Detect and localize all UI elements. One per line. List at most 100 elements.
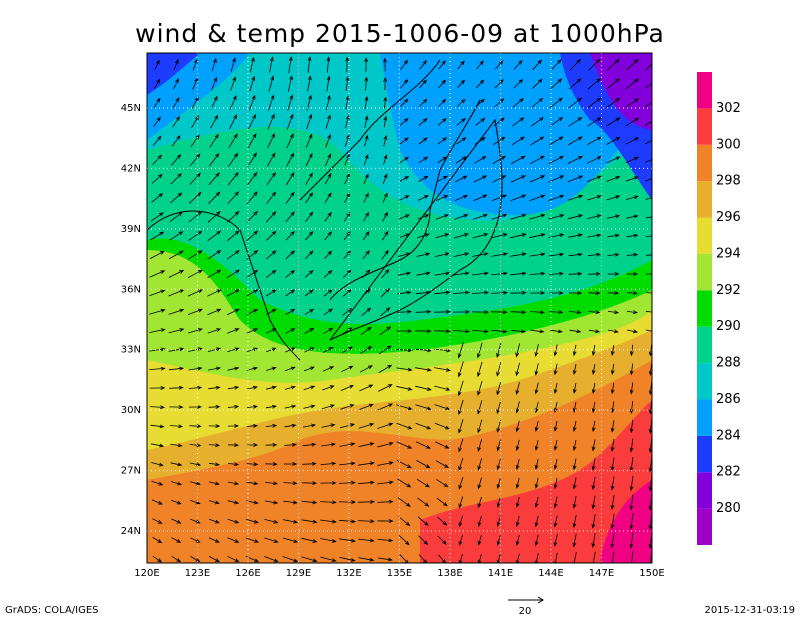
wind-arrow (149, 405, 166, 410)
wind-arrow (227, 404, 240, 409)
wind-arrow (645, 310, 652, 313)
wind-arrow (339, 480, 356, 485)
wind-arrow (227, 347, 240, 353)
wind-arrow (187, 269, 203, 279)
wind-arrow (415, 329, 432, 334)
wind-arrow (568, 271, 583, 276)
colorbar-segment (697, 181, 712, 218)
wind-arrow (377, 461, 394, 466)
wind-arrow (437, 156, 448, 164)
wind-arrow (227, 424, 240, 428)
wind-arrow (416, 252, 431, 257)
wind-arrow (396, 422, 413, 430)
wind-arrow (496, 362, 502, 377)
wind-arrow (572, 363, 577, 375)
wind-arrow (267, 132, 275, 149)
wind-arrow (477, 400, 483, 415)
wind-arrow (510, 175, 526, 183)
wind-arrow (171, 499, 182, 505)
wind-arrow (382, 173, 388, 184)
wind-arrow (515, 343, 520, 358)
wind-arrow (324, 250, 333, 259)
colorbar-label: 302 (716, 101, 741, 116)
wind-arrow (491, 310, 508, 314)
wind-arrow (396, 404, 413, 411)
x-axis-label: 150E (639, 568, 664, 579)
wind-arrow (477, 515, 482, 527)
wind-arrow (607, 272, 620, 276)
wind-arrow (379, 326, 392, 336)
wind-arrow (418, 137, 428, 145)
wind-arrow (168, 366, 185, 371)
wind-arrow (208, 556, 220, 563)
wind-arrow (209, 481, 220, 486)
wind-arrow (534, 459, 539, 470)
wind-arrow (493, 136, 506, 146)
wind-arrow (591, 532, 596, 549)
wind-arrow (625, 98, 640, 108)
reference-vector-head (537, 596, 544, 604)
wind-arrow (340, 385, 355, 391)
wind-arrow (230, 76, 236, 91)
wind-arrow (266, 385, 277, 390)
wind-arrow (342, 327, 353, 335)
wind-arrow (606, 78, 620, 90)
wind-arrow (149, 328, 166, 333)
wind-arrow (307, 56, 312, 73)
colorbar-segment (697, 472, 712, 509)
wind-arrow (207, 347, 222, 352)
wind-arrow (397, 497, 411, 507)
y-axis-label: 33N (121, 345, 141, 356)
wind-arrow (380, 287, 390, 298)
wind-arrow (154, 59, 160, 70)
wind-arrow (437, 118, 447, 126)
wind-arrow (434, 290, 451, 295)
colorbar-segment (697, 144, 712, 182)
colorbar-segment (697, 508, 712, 545)
wind-arrow (496, 420, 501, 433)
wind-arrow (400, 59, 409, 70)
wind-arrow (321, 404, 336, 410)
wind-arrow (380, 268, 390, 279)
wind-arrow (477, 554, 482, 563)
wind-arrow (246, 230, 259, 242)
y-axis-label: 30N (121, 405, 141, 416)
wind-arrow (534, 401, 539, 414)
wind-arrow (302, 423, 316, 428)
wind-arrow (418, 175, 429, 182)
wind-arrow (438, 79, 447, 88)
wind-arrow (626, 291, 639, 295)
wind-arrow (587, 214, 602, 219)
wind-arrow (591, 364, 596, 375)
wind-arrow (170, 481, 183, 486)
wind-arrow (606, 156, 621, 164)
wind-arrow (360, 326, 372, 335)
wind-arrow (265, 404, 278, 409)
wind-arrow (207, 328, 222, 334)
wind-arrow (438, 554, 446, 563)
wind-arrow (396, 385, 413, 391)
wind-arrow (284, 442, 297, 447)
wind-arrow (529, 233, 546, 239)
wind-arrow (152, 135, 162, 146)
wind-arrow (458, 399, 464, 415)
wind-arrow (207, 289, 222, 297)
wind-arrow (211, 76, 217, 91)
wind-arrow (645, 178, 652, 182)
wind-arrow (477, 535, 482, 546)
y-axis-label: 24N (121, 526, 141, 537)
wind-arrow (226, 250, 240, 260)
wind-arrow (189, 153, 201, 166)
wind-arrow (586, 175, 602, 183)
wind-arrow (610, 420, 615, 433)
wind-arrow (377, 422, 394, 429)
wind-arrow (515, 534, 520, 547)
wind-arrow (472, 252, 489, 257)
wind-arrow (645, 254, 652, 256)
wind-arrow (626, 329, 638, 334)
wind-arrow (357, 500, 376, 504)
wind-arrow (419, 59, 427, 70)
wind-arrow (510, 271, 527, 276)
wind-arrow (625, 137, 640, 145)
wind-arrow (645, 235, 652, 237)
